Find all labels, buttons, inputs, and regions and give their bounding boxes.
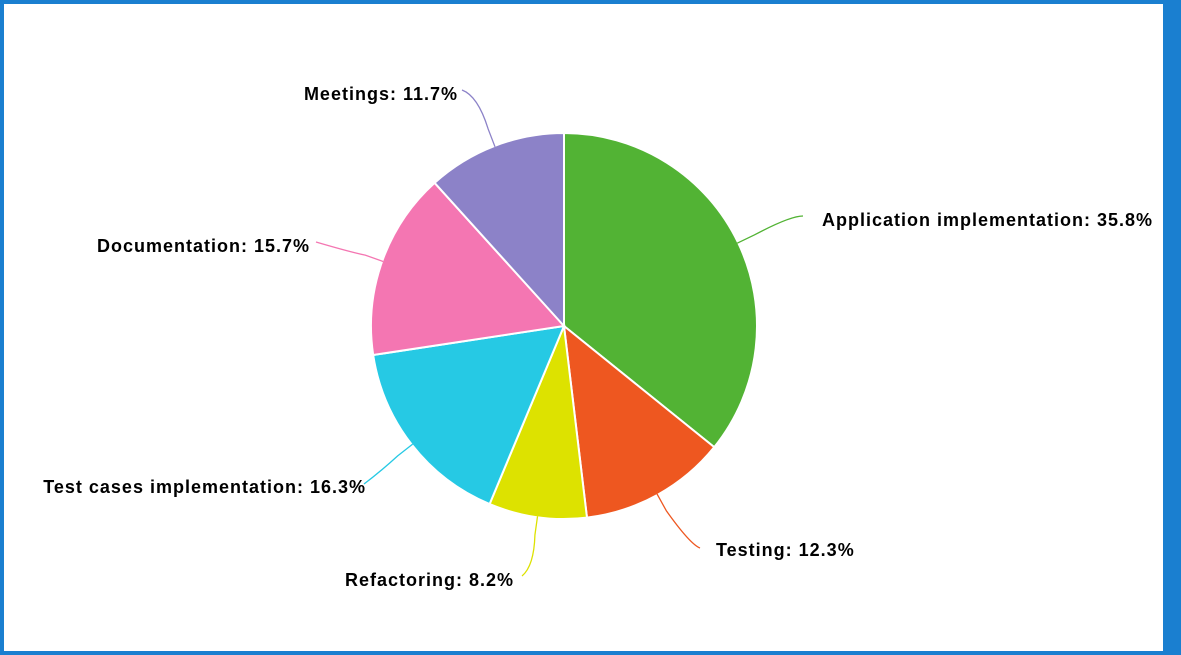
- data-label-documentation: Documentation: 15.7%: [97, 236, 310, 256]
- leader-line-testing: [656, 493, 701, 549]
- leader-line-meetings: [461, 89, 496, 148]
- data-label-testing: Testing: 12.3%: [716, 540, 855, 560]
- leader-line-test-cases-implementation: [363, 443, 414, 485]
- leader-line-documentation: [315, 241, 384, 263]
- label-leader-lines: [315, 89, 804, 577]
- data-label-meetings: Meetings: 11.7%: [304, 84, 458, 104]
- data-label-refactoring: Refactoring: 8.2%: [345, 570, 514, 590]
- data-label-test-cases-implementation: Test cases implementation: 16.3%: [43, 477, 366, 497]
- leader-line-refactoring: [521, 516, 539, 577]
- leader-line-application-implementation: [736, 215, 804, 244]
- data-labels: Application implementation: 35.8% Testing…: [43, 84, 1153, 590]
- data-label-application-implementation: Application implementation: 35.8%: [822, 210, 1153, 230]
- pie-slices: [370, 131, 758, 520]
